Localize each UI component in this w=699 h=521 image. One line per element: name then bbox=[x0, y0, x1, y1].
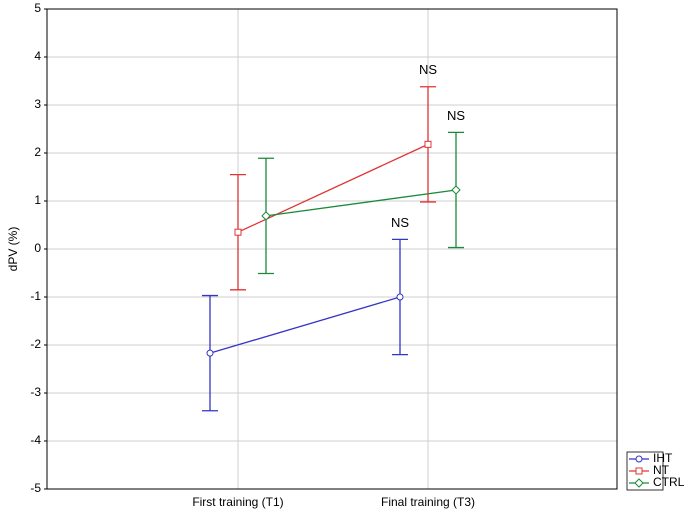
y-axis-label: dPV (%) bbox=[6, 227, 20, 272]
x-tick-label: Final training (T3) bbox=[381, 495, 475, 509]
marker bbox=[234, 228, 242, 236]
legend-label: CTRL bbox=[653, 475, 685, 489]
y-tick-label: 2 bbox=[34, 145, 41, 159]
series-line bbox=[237, 143, 429, 233]
y-tick-label: 4 bbox=[34, 49, 41, 63]
marker bbox=[206, 349, 214, 357]
annotation: NS bbox=[419, 62, 437, 77]
marker bbox=[396, 293, 404, 301]
y-tick-label: -4 bbox=[30, 433, 41, 447]
annotation: NS bbox=[391, 215, 409, 230]
marker bbox=[634, 478, 644, 488]
annotation: NS bbox=[447, 108, 465, 123]
marker bbox=[635, 455, 643, 463]
marker bbox=[635, 467, 643, 475]
y-tick-label: 1 bbox=[34, 193, 41, 207]
marker bbox=[451, 185, 461, 195]
y-tick-label: -2 bbox=[30, 337, 41, 351]
marker bbox=[261, 211, 271, 221]
y-tick-label: -1 bbox=[30, 289, 41, 303]
y-tick-label: -3 bbox=[30, 385, 41, 399]
plot-frame bbox=[46, 8, 618, 490]
y-tick-label: -5 bbox=[30, 481, 41, 495]
x-tick-label: First training (T1) bbox=[192, 495, 283, 509]
series-line bbox=[265, 189, 457, 217]
marker bbox=[424, 140, 432, 148]
y-tick-label: 0 bbox=[34, 241, 41, 255]
legend-label: IHT bbox=[653, 451, 673, 465]
series-line bbox=[209, 296, 401, 354]
y-tick-label: 3 bbox=[34, 97, 41, 111]
legend-label: NT bbox=[653, 463, 670, 477]
y-tick-label: 5 bbox=[34, 1, 41, 15]
